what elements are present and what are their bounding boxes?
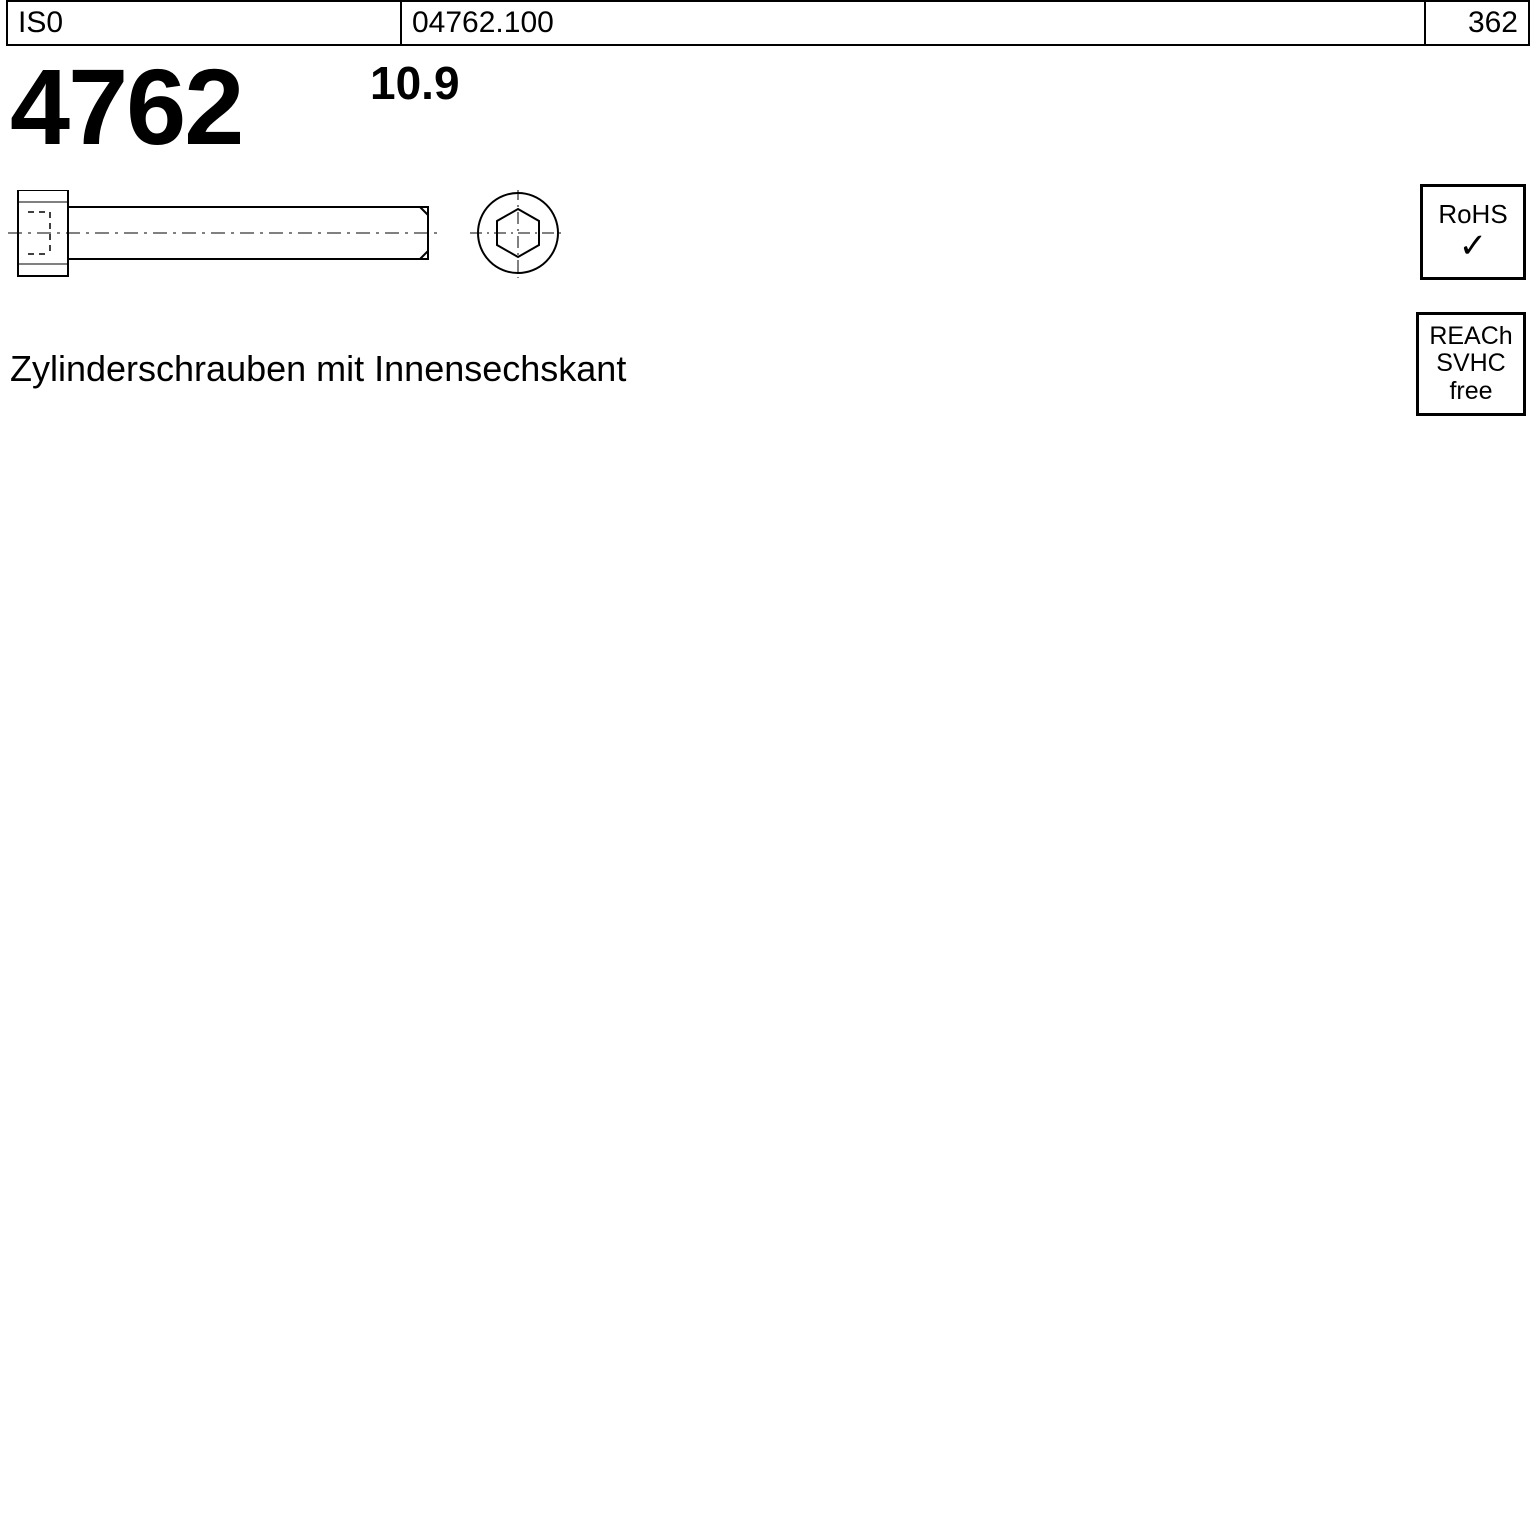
header-row: IS0 04762.100 362 bbox=[6, 0, 1530, 46]
bolt-diagram bbox=[8, 190, 588, 295]
header-page-text: 362 bbox=[1468, 6, 1518, 40]
rohs-label: RoHS bbox=[1438, 201, 1507, 227]
reach-line2: SVHC bbox=[1436, 350, 1505, 378]
reach-line3: free bbox=[1449, 378, 1492, 406]
rohs-check-icon: ✓ bbox=[1459, 229, 1488, 263]
header-cell-standard: IS0 bbox=[8, 2, 402, 44]
chamfer-bot bbox=[420, 251, 428, 259]
header-standard-text: IS0 bbox=[18, 6, 63, 40]
chamfer-top bbox=[420, 207, 428, 215]
bolt-svg bbox=[8, 190, 588, 290]
header-code-text: 04762.100 bbox=[412, 6, 554, 40]
standard-number: 4762 bbox=[10, 44, 242, 169]
reach-line1: REACh bbox=[1429, 323, 1512, 351]
header-cell-page: 362 bbox=[1426, 2, 1528, 44]
header-cell-code: 04762.100 bbox=[402, 2, 1426, 44]
reach-badge: REACh SVHC free bbox=[1416, 312, 1526, 416]
datasheet-canvas: IS0 04762.100 362 4762 10.9 bbox=[0, 0, 1536, 1536]
rohs-badge: RoHS ✓ bbox=[1420, 184, 1526, 280]
product-description: Zylinderschrauben mit Innensechskant bbox=[10, 348, 626, 390]
property-class: 10.9 bbox=[370, 56, 460, 110]
